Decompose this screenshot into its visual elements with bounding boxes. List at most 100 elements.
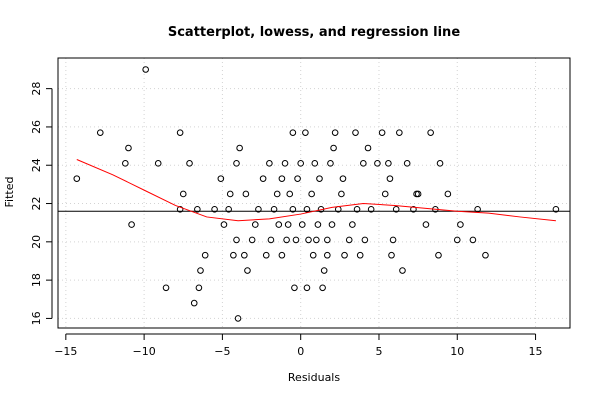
data-point <box>309 251 317 259</box>
data-point <box>320 267 328 274</box>
data-point <box>233 236 240 244</box>
data-point <box>96 129 104 136</box>
data-point <box>482 251 489 259</box>
data-point <box>316 175 323 182</box>
data-point <box>289 205 297 213</box>
data-point <box>367 205 375 213</box>
data-point <box>275 221 283 228</box>
data-point <box>414 190 422 198</box>
data-point <box>327 160 334 167</box>
data-point <box>552 205 560 213</box>
data-point <box>176 205 184 213</box>
data-point <box>73 175 81 182</box>
data-point <box>176 129 184 136</box>
chart-title: Scatterplot, lowess, and regression line <box>168 25 460 40</box>
data-point <box>201 251 209 259</box>
data-point <box>298 221 306 228</box>
data-point <box>389 236 397 244</box>
data-point <box>286 190 294 198</box>
data-point <box>197 267 204 274</box>
data-point <box>392 205 400 213</box>
data-point <box>378 129 386 136</box>
data-point <box>281 160 289 167</box>
data-point <box>266 160 273 167</box>
data-point <box>339 175 347 182</box>
data-point <box>244 267 251 274</box>
y-tick-label: 26 <box>30 120 43 134</box>
data-point <box>436 160 444 167</box>
data-point <box>294 175 301 182</box>
data-point <box>122 160 129 167</box>
data-point <box>217 175 225 182</box>
data-point <box>386 175 394 182</box>
data-point <box>225 205 232 213</box>
data-point <box>262 251 270 259</box>
data-point <box>278 251 286 259</box>
data-point <box>297 160 304 167</box>
data-point <box>345 236 353 244</box>
y-tick-label: 18 <box>30 273 43 287</box>
data-point <box>142 66 149 73</box>
data-point <box>469 236 477 244</box>
data-point <box>284 221 292 228</box>
data-point <box>278 175 286 182</box>
data-point <box>403 160 411 167</box>
data-point <box>242 190 250 198</box>
data-point <box>341 251 348 259</box>
x-tick-label: −5 <box>214 345 230 358</box>
data-point <box>226 190 234 198</box>
data-point <box>399 267 406 274</box>
data-point <box>396 129 403 136</box>
x-tick-label: 15 <box>529 345 543 358</box>
data-point <box>125 144 132 152</box>
data-point <box>361 236 369 244</box>
data-point <box>422 221 430 228</box>
data-point <box>349 221 356 228</box>
data-points <box>73 66 560 322</box>
data-point <box>303 284 311 292</box>
data-point <box>233 160 240 167</box>
x-tick-label: 0 <box>297 345 304 358</box>
data-point <box>364 144 372 152</box>
axes: −15 −10 −5 0 5 10 15 16 18 20 22 24 26 28 <box>30 82 543 358</box>
data-point <box>319 284 326 292</box>
data-point <box>308 190 315 198</box>
y-tick-label: 22 <box>30 197 43 211</box>
data-point <box>267 236 275 244</box>
x-tick-label: 10 <box>450 345 464 358</box>
lowess-curve <box>76 159 556 222</box>
data-point <box>331 129 339 136</box>
data-point <box>427 129 434 136</box>
data-point <box>251 221 259 228</box>
x-tick-label: −15 <box>54 345 77 358</box>
x-axis-label: Residuals <box>288 371 340 384</box>
data-point <box>230 251 237 259</box>
data-point <box>410 205 417 213</box>
data-point <box>236 144 243 152</box>
data-point <box>313 236 320 244</box>
data-point <box>273 190 281 198</box>
data-point <box>305 236 312 244</box>
data-point <box>154 160 162 167</box>
data-point <box>186 160 193 167</box>
data-point <box>330 144 337 152</box>
data-point <box>324 236 331 244</box>
data-point <box>248 236 256 244</box>
data-point <box>356 251 364 259</box>
y-axis-label: Fitted <box>3 177 16 208</box>
data-point <box>291 284 298 292</box>
data-point <box>259 175 267 182</box>
data-point <box>444 190 452 198</box>
data-point <box>353 205 361 213</box>
data-point <box>292 236 300 244</box>
data-point <box>352 129 359 136</box>
data-point <box>128 221 135 228</box>
data-point <box>360 160 367 167</box>
data-point <box>457 221 464 228</box>
data-point <box>338 190 345 198</box>
data-point <box>195 284 203 292</box>
data-point <box>234 315 242 322</box>
y-tick-label: 20 <box>30 235 43 249</box>
data-point <box>211 205 218 213</box>
